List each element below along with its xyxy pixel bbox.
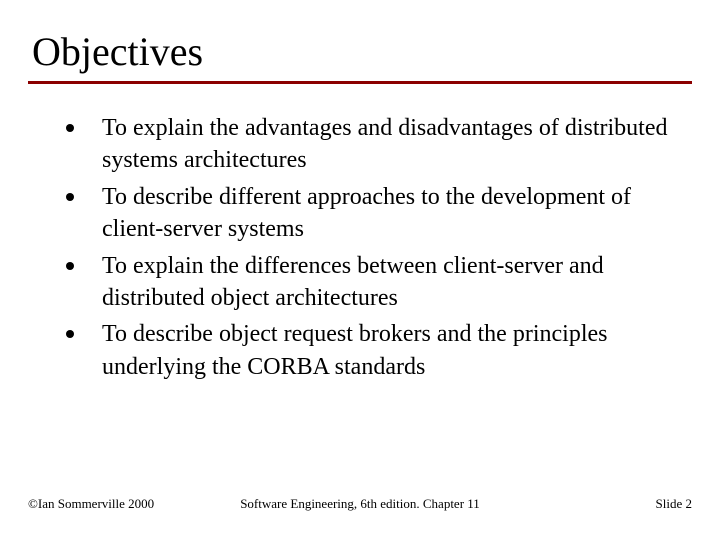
bullet-icon bbox=[66, 124, 74, 132]
slide-footer: ©Ian Sommerville 2000 Software Engineeri… bbox=[28, 496, 692, 512]
bullet-icon bbox=[66, 330, 74, 338]
slide-title: Objectives bbox=[28, 28, 692, 75]
slide-container: Objectives To explain the advantages and… bbox=[0, 0, 720, 540]
list-item: To explain the advantages and disadvanta… bbox=[66, 112, 672, 177]
bullet-text: To explain the differences between clien… bbox=[102, 250, 672, 315]
bullet-text: To describe different approaches to the … bbox=[102, 181, 672, 246]
footer-copyright: ©Ian Sommerville 2000 bbox=[28, 496, 154, 512]
bullet-icon bbox=[66, 193, 74, 201]
bullet-text: To describe object request brokers and t… bbox=[102, 318, 672, 383]
bullet-text: To explain the advantages and disadvanta… bbox=[102, 112, 672, 177]
list-item: To describe object request brokers and t… bbox=[66, 318, 672, 383]
list-item: To describe different approaches to the … bbox=[66, 181, 672, 246]
title-underline bbox=[28, 81, 692, 84]
slide-content: To explain the advantages and disadvanta… bbox=[28, 112, 692, 383]
footer-slide-number: Slide 2 bbox=[656, 496, 692, 512]
footer-chapter: Software Engineering, 6th edition. Chapt… bbox=[240, 496, 480, 512]
bullet-icon bbox=[66, 262, 74, 270]
bullet-list: To explain the advantages and disadvanta… bbox=[66, 112, 672, 383]
list-item: To explain the differences between clien… bbox=[66, 250, 672, 315]
